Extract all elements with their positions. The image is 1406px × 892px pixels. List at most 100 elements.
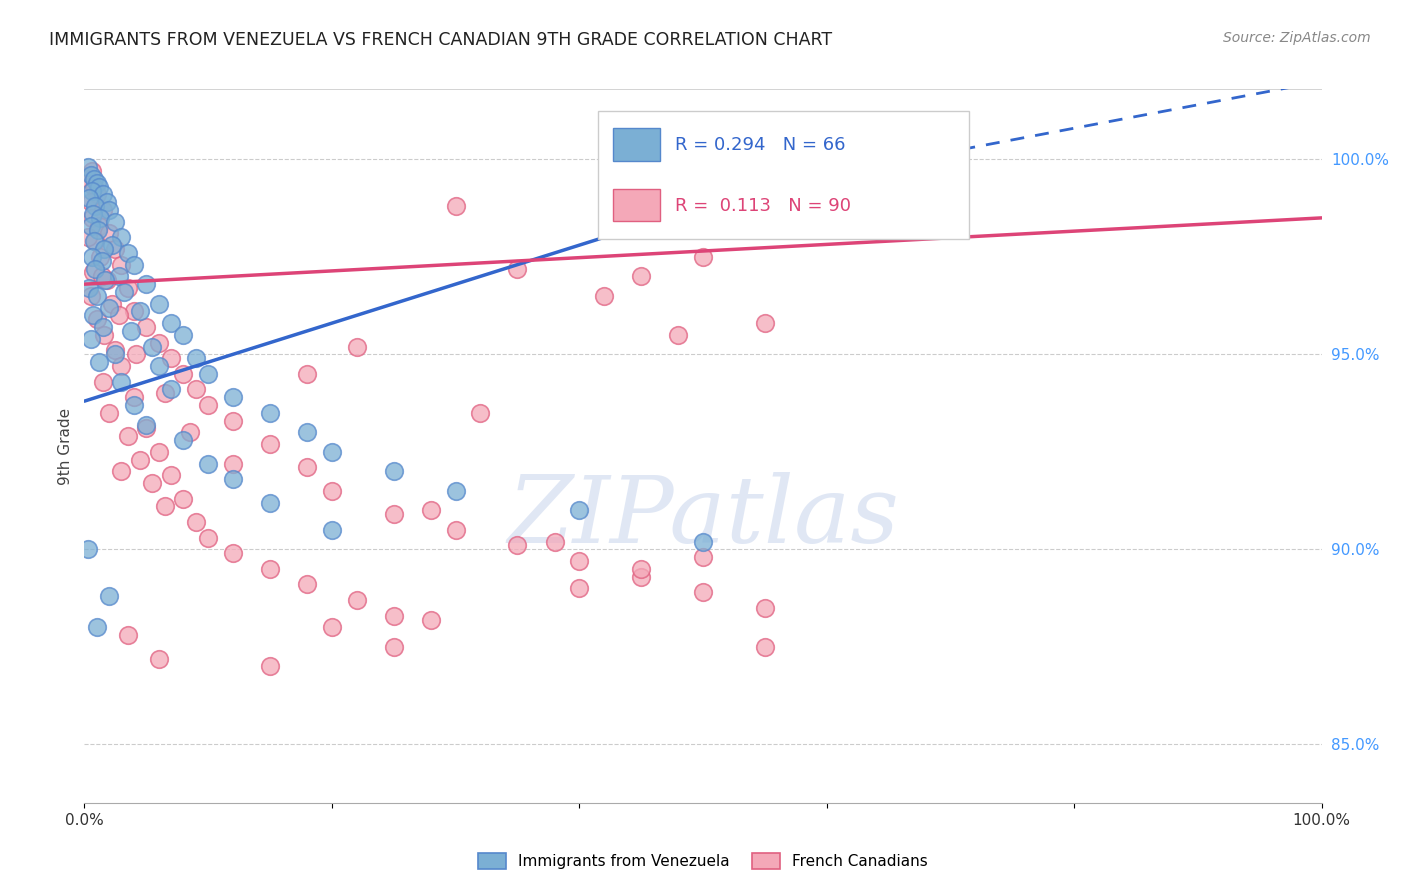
Point (90, 269, 112, 284)
Point (79, 191, 101, 205)
Point (382, 608, 405, 623)
Point (321, 483, 343, 498)
Point (259, 406, 281, 420)
Point (110, 230, 132, 244)
Point (160, 468, 183, 483)
Point (630, 569, 652, 583)
Point (295, 577, 318, 591)
Point (129, 304, 152, 318)
Point (89, 219, 111, 233)
Point (104, 242, 127, 256)
Point (104, 347, 127, 361)
Point (98, 203, 121, 218)
Point (444, 523, 467, 537)
Point (321, 445, 343, 459)
Point (197, 367, 219, 381)
Point (184, 351, 207, 366)
Point (84, 261, 107, 276)
Point (96, 273, 118, 287)
Point (692, 250, 714, 264)
Point (630, 269, 652, 284)
Point (86, 187, 108, 202)
Point (470, 406, 492, 420)
Point (692, 550, 714, 565)
Point (197, 457, 219, 471)
Point (94, 273, 117, 287)
Point (568, 503, 591, 517)
Point (506, 538, 529, 552)
Point (77, 542, 100, 557)
Text: R =  0.113   N = 90: R = 0.113 N = 90 (675, 196, 851, 214)
Point (100, 238, 122, 252)
Point (815, 153, 838, 167)
Point (80, 184, 103, 198)
Point (108, 269, 131, 284)
Point (259, 495, 281, 509)
Point (110, 375, 132, 389)
Y-axis label: 9th Grade: 9th Grade (58, 408, 73, 484)
Point (84, 199, 107, 213)
Point (382, 640, 405, 654)
Point (79, 195, 101, 210)
Point (259, 659, 281, 673)
Point (98, 406, 121, 420)
Point (222, 457, 245, 471)
Point (630, 562, 652, 576)
Point (419, 613, 441, 627)
Point (80, 211, 103, 225)
Point (197, 398, 219, 412)
Point (108, 309, 131, 323)
Point (129, 452, 152, 467)
Point (222, 472, 245, 486)
Point (666, 327, 689, 342)
Point (104, 343, 127, 358)
Point (568, 582, 591, 596)
Point (79, 219, 101, 233)
Point (110, 258, 132, 272)
Point (135, 421, 157, 435)
Point (222, 390, 245, 404)
Point (86, 289, 108, 303)
Point (295, 425, 318, 440)
Point (77, 160, 100, 174)
Point (79, 168, 101, 182)
Point (153, 500, 176, 514)
Point (148, 296, 170, 310)
FancyBboxPatch shape (598, 111, 969, 239)
Point (148, 335, 170, 350)
Point (506, 261, 529, 276)
Point (135, 320, 157, 334)
Point (135, 277, 157, 292)
Point (89, 211, 111, 225)
Point (382, 508, 405, 522)
Point (125, 347, 148, 361)
Point (93, 242, 115, 256)
Legend: Immigrants from Venezuela, French Canadians: Immigrants from Venezuela, French Canadi… (472, 847, 934, 875)
Point (444, 199, 467, 213)
Point (295, 460, 318, 475)
Text: IMMIGRANTS FROM VENEZUELA VS FRENCH CANADIAN 9TH GRADE CORRELATION CHART: IMMIGRANTS FROM VENEZUELA VS FRENCH CANA… (49, 31, 832, 49)
Point (160, 316, 183, 330)
Point (346, 340, 368, 354)
Point (117, 246, 139, 260)
Point (148, 445, 170, 459)
Point (692, 585, 714, 599)
Point (141, 476, 163, 491)
Point (321, 523, 343, 537)
Point (346, 593, 368, 607)
Point (122, 304, 145, 318)
FancyBboxPatch shape (613, 128, 659, 161)
Point (83, 172, 105, 186)
Point (754, 316, 776, 330)
Point (83, 179, 105, 194)
Point (160, 383, 183, 397)
Point (84, 234, 107, 248)
Text: ZIPatlas: ZIPatlas (508, 473, 898, 562)
Point (184, 515, 207, 529)
Point (91, 320, 114, 334)
Point (82, 265, 104, 279)
Point (89, 355, 111, 369)
Text: R = 0.294   N = 66: R = 0.294 N = 66 (675, 136, 845, 153)
Point (172, 491, 194, 506)
Point (86, 176, 108, 190)
